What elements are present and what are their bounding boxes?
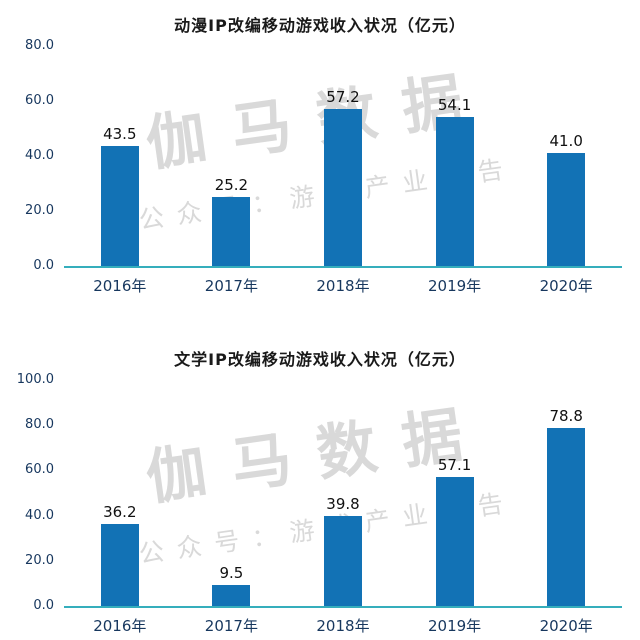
y-axis-tick-label: 80.0 (25, 38, 54, 53)
x-axis-category-label: 2017年 (204, 617, 258, 635)
x-axis-labels: 2016年 2017年 2018年 2019年 2020年 (64, 275, 622, 296)
x-axis-category-label: 2020年 (539, 617, 593, 635)
y-axis-tick-label: 20.0 (25, 552, 54, 568)
plot-area: 0.0 20.0 40.0 60.0 80.0 43.5 25.2 57.2 54.1 41.0 (25, 38, 622, 273)
bar-group: 25.2 (176, 46, 288, 266)
chart-title: 文学IP改编移动游戏收入状况（亿元） (174, 350, 466, 369)
anime-ip-revenue-chart: 伽马数据 公众号：游戏产业报告 动漫IP改编移动游戏收入状况（亿元） 0.020… (0, 0, 640, 296)
bar-group: 57.1 (399, 380, 511, 606)
bar-value-label: 54.1 (437, 96, 472, 115)
y-axis-tick-label: 60.0 (25, 93, 54, 108)
x-axis-category-label: 2018年 (316, 617, 370, 635)
y-axis-tick-label: 80.0 (25, 417, 54, 433)
bar-value-label: 25.2 (214, 175, 249, 194)
bar-group: 9.5 (176, 380, 288, 606)
bar-group: 57.2 (287, 46, 399, 266)
literature-ip-revenue-chart: 伽马数据 公众号：游戏产业报告 文学IP改编移动游戏收入状况（亿元） 0.020… (0, 334, 640, 636)
bar-value-label: 78.8 (549, 406, 583, 425)
y-axis-tick-label: 60.0 (25, 462, 54, 478)
bar (100, 524, 139, 606)
bar (435, 476, 474, 606)
bar-value-label: 41.0 (549, 132, 583, 151)
x-axis-category-label: 2016年 (93, 617, 147, 635)
bar-value-label: 9.5 (219, 563, 244, 582)
x-axis-category-label: 2018年 (316, 277, 370, 295)
x-axis-category-label: 2019年 (427, 277, 482, 295)
bar-value-label: 57.2 (326, 87, 360, 106)
y-axis-tick-label: 40.0 (25, 148, 54, 163)
y-axis-tick-label: 0.0 (33, 598, 54, 613)
y-axis-tick-label: 100.0 (16, 372, 54, 387)
x-axis-labels: 2016年 2017年 2018年 2019年 2020年 (64, 615, 622, 636)
x-axis-category-label: 2016年 (93, 277, 147, 295)
bar-value-label: 57.1 (437, 455, 472, 474)
bar-group: 36.2 (64, 380, 176, 606)
bar (100, 146, 139, 266)
bar-group: 54.1 (399, 46, 511, 266)
bar-group: 43.5 (64, 46, 176, 266)
bar (435, 117, 474, 266)
bar (323, 108, 362, 266)
y-axis-tick-label: 20.0 (25, 203, 54, 218)
plot-area: 0.0 20.0 40.0 60.0 80.0 100.0 36.2 9.5 39.8 57.1 7… (17, 372, 622, 613)
bar-value-label: 43.5 (103, 125, 137, 144)
x-axis-category-label: 2017年 (204, 277, 258, 295)
bar (323, 516, 362, 606)
bar (547, 153, 586, 266)
y-axis-tick-label: 0.0 (33, 258, 54, 273)
bar (547, 427, 586, 606)
x-axis-category-label: 2020年 (539, 277, 593, 295)
bar-value-label: 39.8 (326, 495, 360, 514)
x-axis-category-label: 2019年 (427, 617, 482, 635)
bar-group: 39.8 (287, 380, 399, 606)
bar-group: 41.0 (510, 46, 622, 266)
bar-group: 78.8 (510, 380, 622, 606)
chart-title: 动漫IP改编移动游戏收入状况（亿元） (174, 16, 466, 35)
bar (212, 196, 251, 266)
bar-value-label: 36.2 (103, 503, 137, 522)
bar (212, 584, 251, 606)
y-axis-tick-label: 40.0 (25, 507, 54, 523)
